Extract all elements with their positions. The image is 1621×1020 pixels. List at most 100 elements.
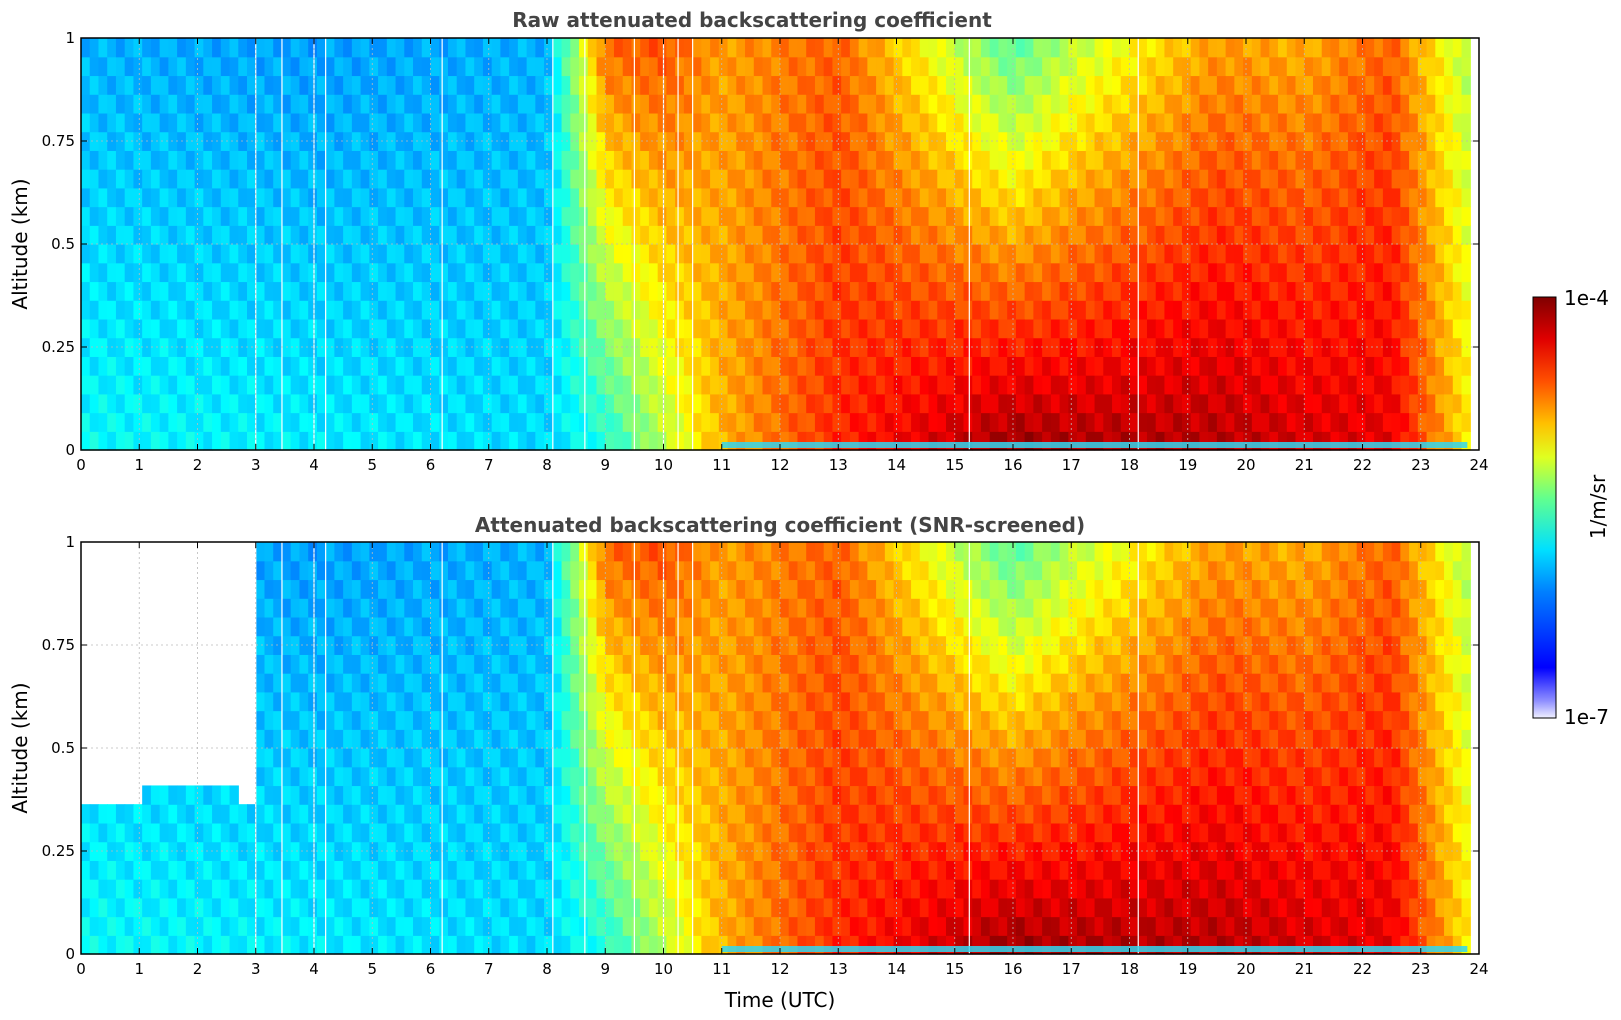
heatmap-cell <box>465 635 475 655</box>
heatmap-cell <box>255 916 266 936</box>
heatmap-cell <box>806 431 816 451</box>
heatmap-cell <box>841 412 851 432</box>
heatmap-cell <box>579 860 589 880</box>
heatmap-cell <box>238 822 248 843</box>
heatmap-cell <box>648 337 659 357</box>
heatmap-cell <box>963 412 973 432</box>
heatmap-cell <box>439 710 449 730</box>
heatmap-cell <box>1181 431 1192 451</box>
heatmap-cell <box>911 337 921 357</box>
heatmap-cell <box>710 766 720 787</box>
x-tick-label: 20 <box>1236 456 1255 474</box>
heatmap-cell <box>1085 431 1096 451</box>
heatmap-cell <box>212 150 222 170</box>
heatmap-cell <box>491 654 501 674</box>
heatmap-cell <box>587 300 598 320</box>
heatmap-cell <box>544 206 554 226</box>
heatmap-cell <box>1007 318 1017 339</box>
heatmap-cell <box>395 785 405 805</box>
heatmap-cell <box>456 916 467 936</box>
heatmap-cell <box>1295 169 1305 189</box>
heatmap-cell <box>570 393 580 414</box>
heatmap-cell <box>1173 169 1183 189</box>
heatmap-cell <box>1312 281 1323 301</box>
heatmap-cell <box>640 542 650 562</box>
heatmap-cell <box>1129 225 1139 245</box>
heatmap-cell <box>334 729 344 749</box>
heatmap-cell <box>613 393 624 414</box>
heatmap-cell <box>220 150 231 170</box>
heatmap-cell <box>1347 38 1358 58</box>
heatmap-cell <box>369 579 379 599</box>
heatmap-cell <box>159 412 169 432</box>
heatmap-cell <box>1138 56 1148 77</box>
heatmap-cell <box>491 393 501 414</box>
heatmap-cell <box>1409 244 1419 264</box>
heatmap-cell <box>150 337 161 357</box>
heatmap-cell <box>430 412 440 432</box>
heatmap-cell <box>456 393 467 414</box>
heatmap-cell <box>1269 56 1279 77</box>
heatmap-cell <box>142 169 152 189</box>
heatmap-cell <box>1024 94 1034 114</box>
heatmap-cell <box>308 542 318 562</box>
heatmap-cell <box>579 150 589 170</box>
heatmap-cell <box>1339 356 1349 376</box>
heatmap-cell <box>351 804 362 824</box>
heatmap-cell <box>1391 94 1401 114</box>
heatmap-cell <box>1077 393 1087 414</box>
heatmap-cell <box>299 150 309 170</box>
heatmap-cell <box>482 673 493 693</box>
heatmap-cell <box>683 94 694 114</box>
heatmap-cell <box>343 598 353 618</box>
heatmap-cell <box>150 393 161 414</box>
heatmap-cell <box>1155 187 1166 208</box>
heatmap-cell <box>142 94 152 114</box>
heatmap-cell <box>876 131 886 151</box>
ground-layer <box>721 442 1468 448</box>
heatmap-cell <box>587 262 598 283</box>
y-tick-label: 0.75 <box>42 132 75 150</box>
heatmap-cell <box>177 785 187 805</box>
heatmap-cell <box>404 710 414 730</box>
heatmap-cell <box>718 300 729 320</box>
heatmap-cell <box>255 281 266 301</box>
heatmap-cell <box>299 244 309 264</box>
heatmap-cell <box>587 822 598 843</box>
heatmap-cell <box>290 38 301 58</box>
heatmap-cell <box>395 616 405 637</box>
heatmap-cell <box>675 244 685 264</box>
heatmap-cell <box>1269 393 1279 414</box>
heatmap-cell <box>893 431 903 451</box>
heatmap-cell <box>413 375 423 395</box>
heatmap-cell <box>710 412 720 432</box>
heatmap-cell <box>1164 356 1174 376</box>
heatmap-cell <box>238 206 248 226</box>
heatmap-cell <box>544 897 554 918</box>
heatmap-cell <box>526 616 536 637</box>
heatmap-cell <box>1251 225 1262 245</box>
heatmap-cell <box>657 225 668 245</box>
heatmap-cell <box>386 598 397 618</box>
heatmap-cell <box>561 169 571 189</box>
heatmap-cell <box>115 225 126 245</box>
heatmap-cell <box>1042 281 1052 301</box>
heatmap-cell <box>911 412 921 432</box>
heatmap-cell <box>1033 206 1043 226</box>
heatmap-cell <box>299 560 309 581</box>
heatmap-cell <box>404 56 414 77</box>
heatmap-cell <box>308 318 318 339</box>
heatmap-cell <box>963 225 973 245</box>
heatmap-cell <box>1382 75 1393 95</box>
heatmap-cell <box>814 412 825 432</box>
heatmap-cell <box>954 281 965 301</box>
heatmap-cell <box>1330 56 1340 77</box>
heatmap-cell <box>430 654 440 674</box>
heatmap-cell <box>413 356 423 376</box>
heatmap-cell <box>526 187 536 208</box>
heatmap-cell <box>753 75 764 95</box>
heatmap-cell <box>509 748 519 768</box>
heatmap-cell <box>325 38 335 58</box>
heatmap-cell <box>404 75 414 95</box>
heatmap-cell <box>552 244 563 264</box>
